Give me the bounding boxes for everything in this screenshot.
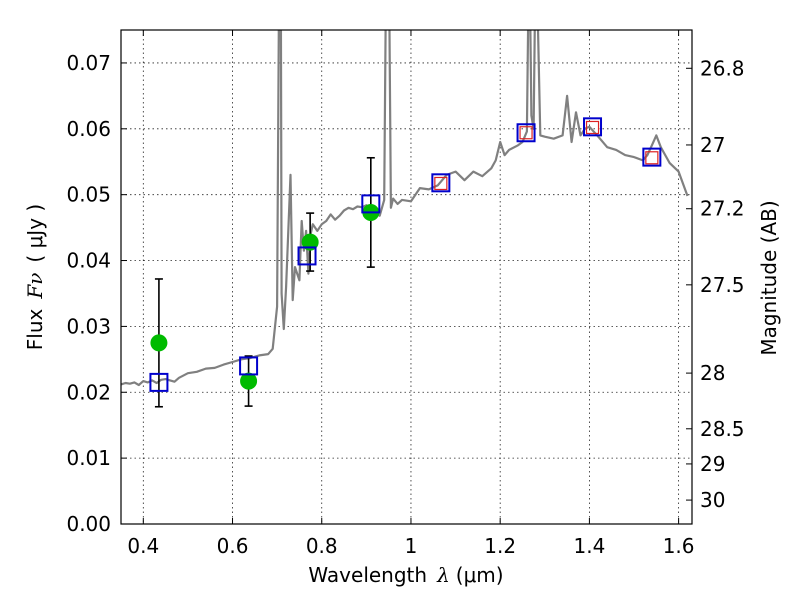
data-markers: [149, 117, 662, 408]
model-square-small: [645, 151, 659, 165]
model-square: [583, 117, 603, 137]
x-axis-title: Wavelength λ (μm): [308, 563, 503, 587]
observed-point: [240, 372, 258, 390]
x-tick-label: 0.4: [127, 534, 159, 558]
y-tick-label: 0.07: [66, 51, 111, 75]
x-tick-label: 1.4: [573, 534, 605, 558]
model-square: [239, 356, 259, 376]
y-axis-title: FluxFν( μJy ): [23, 204, 47, 350]
right-tick-label: 27: [700, 133, 725, 157]
right-tick-label: 28: [700, 361, 725, 385]
x-tick-label: 1.6: [663, 534, 695, 558]
model-spectrum-line: [121, 30, 689, 387]
axis-ticks: 0.4 0.6 0.8 1 1.2 1.4 1.6 0.00 0.01 0.02 0.03 0.04 0…: [66, 30, 745, 558]
model-square: [297, 246, 317, 266]
observed-point: [301, 233, 319, 251]
y-tick-label: 0.05: [66, 183, 111, 207]
y-tick-label: 0.00: [66, 512, 111, 536]
right-tick-label: 27.2: [700, 197, 745, 221]
right-tick-label: 30: [700, 488, 725, 512]
model-square-small: [434, 176, 448, 191]
observed-point: [150, 334, 168, 352]
y-tick-label: 0.04: [66, 249, 111, 273]
model-square: [361, 194, 381, 214]
x-tick-label: 0.8: [306, 534, 338, 558]
model-square: [149, 372, 169, 392]
right-tick-label: 27.5: [700, 273, 745, 297]
y-tick-label: 0.06: [66, 117, 111, 141]
model-square: [516, 123, 536, 143]
right-tick-label: 26.8: [700, 56, 745, 80]
model-square-small: [519, 126, 533, 140]
right-axis-title: Magnitude (AB): [757, 200, 781, 355]
right-tick-label: 29: [700, 452, 725, 476]
model-square: [642, 147, 662, 167]
x-tick-label: 1: [405, 534, 418, 558]
spectrum-layer: [121, 30, 689, 387]
y-tick-label: 0.02: [66, 380, 111, 404]
y-tick-label: 0.03: [66, 314, 111, 338]
y-tick-label: 0.01: [66, 446, 111, 470]
x-tick-label: 0.6: [217, 534, 249, 558]
plot-frame: [120, 29, 693, 525]
right-tick-label: 28.5: [700, 417, 745, 441]
grid-lines: [121, 30, 692, 525]
model-square: [431, 173, 451, 193]
model-square-small: [585, 120, 600, 135]
x-tick-label: 1.2: [484, 534, 516, 558]
